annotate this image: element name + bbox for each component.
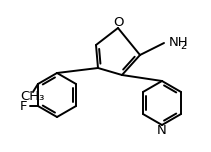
Text: O: O <box>113 17 123 29</box>
Text: CH₃: CH₃ <box>20 90 44 104</box>
Text: NH: NH <box>169 36 189 50</box>
Text: F: F <box>20 100 28 112</box>
Text: N: N <box>157 124 167 138</box>
Text: 2: 2 <box>180 41 186 51</box>
